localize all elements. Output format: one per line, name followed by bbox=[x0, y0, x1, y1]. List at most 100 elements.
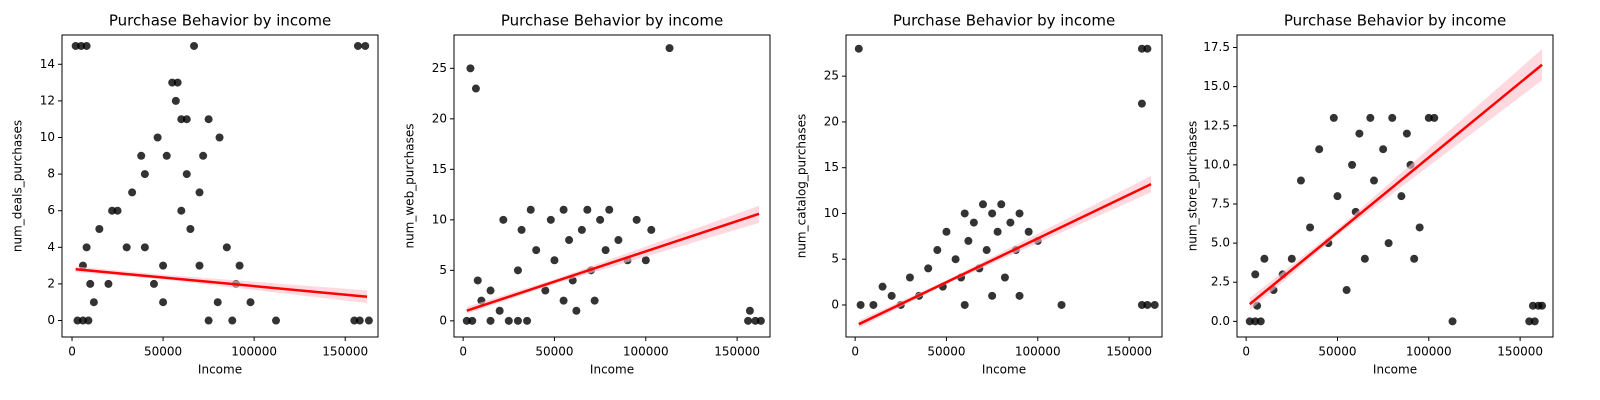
data-point bbox=[577, 225, 586, 234]
chart-title: Purchase Behavior by income bbox=[893, 12, 1115, 30]
y-tick-label: 2.5 bbox=[1211, 275, 1230, 289]
data-point bbox=[182, 170, 191, 179]
data-point bbox=[1379, 145, 1388, 154]
data-point bbox=[1315, 145, 1324, 154]
data-point bbox=[140, 243, 149, 252]
data-point bbox=[1333, 192, 1342, 201]
y-tick-label: 4 bbox=[47, 240, 55, 254]
y-tick-label: 10.0 bbox=[1203, 157, 1230, 171]
data-point bbox=[1430, 113, 1439, 122]
y-tick-label: 15 bbox=[824, 160, 839, 174]
data-point bbox=[517, 225, 526, 234]
y-tick-label: 25 bbox=[824, 69, 839, 83]
data-point bbox=[546, 215, 555, 224]
data-point bbox=[122, 243, 131, 252]
data-point bbox=[1329, 113, 1338, 122]
y-tick-label: 14 bbox=[40, 57, 55, 71]
data-point bbox=[1348, 160, 1357, 169]
y-tick-label: 0 bbox=[47, 313, 55, 327]
data-point bbox=[1006, 218, 1015, 227]
x-tick-label: 0 bbox=[68, 345, 76, 359]
y-tick-label: 5 bbox=[439, 263, 447, 277]
data-point bbox=[541, 286, 550, 295]
y-tick-label: 0 bbox=[439, 313, 447, 327]
data-point bbox=[177, 206, 186, 215]
data-point bbox=[182, 115, 191, 124]
data-point bbox=[1057, 300, 1066, 309]
data-point bbox=[523, 316, 532, 325]
data-point bbox=[82, 243, 91, 252]
data-point bbox=[1369, 176, 1378, 185]
data-point bbox=[104, 279, 113, 288]
data-point bbox=[1306, 223, 1315, 232]
data-point bbox=[84, 316, 93, 325]
data-point bbox=[1530, 317, 1539, 326]
data-point bbox=[988, 291, 997, 300]
data-point bbox=[471, 84, 480, 93]
data-point bbox=[473, 276, 482, 285]
y-tick-label: 5.0 bbox=[1211, 236, 1230, 250]
data-point bbox=[1410, 254, 1419, 263]
data-point bbox=[89, 298, 98, 307]
panel: Purchase Behavior by income Income num_sto… bbox=[1186, 12, 1554, 377]
regression-line bbox=[75, 268, 368, 298]
y-tick-label: 20 bbox=[432, 111, 447, 125]
data-point bbox=[632, 215, 641, 224]
data-point bbox=[1528, 301, 1537, 310]
data-point bbox=[1260, 254, 1269, 263]
regression-line bbox=[858, 183, 1152, 326]
data-point bbox=[513, 316, 522, 325]
confidence-band bbox=[466, 205, 760, 314]
data-point bbox=[559, 205, 568, 214]
y-tick-label: 17.5 bbox=[1203, 40, 1230, 54]
data-point bbox=[924, 264, 933, 273]
regression-line bbox=[466, 212, 760, 312]
data-point bbox=[1448, 317, 1457, 326]
y-tick-label: 20 bbox=[824, 114, 839, 128]
data-point bbox=[1296, 176, 1305, 185]
data-point bbox=[960, 300, 969, 309]
data-point bbox=[1388, 113, 1397, 122]
y-tick-label: 12 bbox=[40, 93, 55, 107]
x-tick-label: 50000 bbox=[144, 345, 182, 359]
data-point bbox=[1342, 286, 1351, 295]
axes-frame bbox=[845, 34, 1163, 338]
data-point bbox=[213, 298, 222, 307]
data-point bbox=[1245, 317, 1254, 326]
x-tick-label: 0 bbox=[851, 345, 859, 359]
x-tick-label: 150000 bbox=[1106, 345, 1152, 359]
data-point bbox=[993, 227, 1002, 236]
data-point bbox=[1024, 227, 1033, 236]
data-point bbox=[504, 316, 513, 325]
data-point bbox=[905, 273, 914, 282]
y-tick-label: 5 bbox=[831, 252, 839, 266]
data-point bbox=[951, 255, 960, 264]
x-tick-label: 50000 bbox=[535, 345, 573, 359]
data-point bbox=[583, 205, 592, 214]
data-point bbox=[997, 200, 1006, 209]
data-point bbox=[364, 316, 373, 325]
data-point bbox=[204, 115, 213, 124]
data-point bbox=[605, 205, 614, 214]
panel: Purchase Behavior by income Income num_web… bbox=[403, 12, 771, 377]
data-point bbox=[596, 215, 605, 224]
data-point bbox=[1015, 291, 1024, 300]
x-axis-label: Income bbox=[982, 363, 1026, 377]
data-point bbox=[1287, 254, 1296, 263]
data-point bbox=[171, 96, 180, 105]
x-tick-label: 100000 bbox=[231, 345, 277, 359]
data-point bbox=[1424, 113, 1433, 122]
data-point bbox=[499, 215, 508, 224]
data-point bbox=[751, 316, 760, 325]
y-tick-label: 8 bbox=[47, 167, 55, 181]
data-point bbox=[647, 225, 656, 234]
data-point bbox=[128, 188, 137, 197]
y-tick-label: 7.5 bbox=[1211, 196, 1230, 210]
data-point bbox=[1143, 44, 1152, 53]
x-axis-label: Income bbox=[1373, 363, 1417, 377]
data-point bbox=[1415, 223, 1424, 232]
axes-frame bbox=[453, 34, 771, 338]
data-point bbox=[590, 296, 599, 305]
data-point bbox=[190, 41, 199, 50]
